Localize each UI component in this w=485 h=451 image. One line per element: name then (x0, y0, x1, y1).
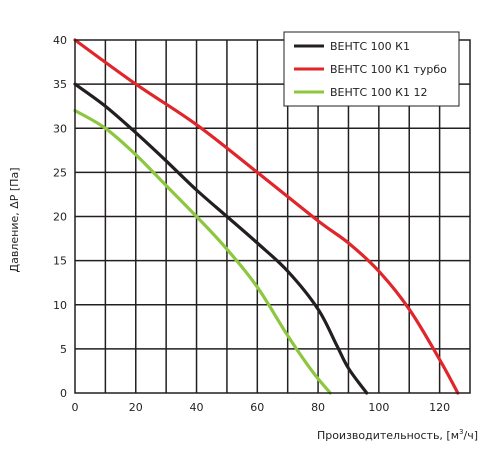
x-axis-title: Производительность, [м3/ч] (317, 428, 478, 442)
x-axis-title-tail: /ч] (464, 429, 479, 442)
x-tick-label: 120 (429, 401, 450, 414)
y-tick-label: 5 (60, 343, 67, 356)
legend-label-2: ВЕНТС 100 К1 12 (330, 86, 427, 99)
x-tick-label: 40 (190, 401, 204, 414)
tick-labels: 0 20 40 60 80 100 120 0 5 10 15 20 25 30 35 40 (53, 34, 450, 414)
x-axis-title-sup: 3 (459, 428, 463, 436)
y-tick-label: 40 (53, 34, 67, 47)
y-axis-title: Давление, ΔP [Па] (8, 168, 21, 273)
plot-frame (74, 39, 471, 394)
x-axis-title-main: Производительность, [м (317, 429, 459, 442)
y-tick-label: 35 (53, 78, 67, 91)
series-layer (73, 38, 460, 395)
x-tick-label: 0 (72, 401, 79, 414)
y-tick-label: 20 (53, 211, 67, 224)
series-line-2 (73, 109, 332, 395)
y-tick-label: 0 (60, 387, 67, 400)
legend-label-1: ВЕНТС 100 К1 турбо (330, 63, 447, 76)
series-line-0 (73, 82, 369, 395)
legend: ВЕНТС 100 К1 ВЕНТС 100 К1 турбо ВЕНТС 10… (283, 31, 460, 107)
x-tick-label: 100 (368, 401, 389, 414)
y-tick-label: 30 (53, 122, 67, 135)
x-tick-label: 20 (129, 401, 143, 414)
y-tick-label: 25 (53, 166, 67, 179)
series-line-1 (73, 38, 460, 395)
legend-label-0: ВЕНТС 100 К1 (330, 40, 410, 53)
y-tick-label: 10 (53, 299, 67, 312)
x-tick-label: 60 (250, 401, 264, 414)
x-tick-label: 80 (311, 401, 325, 414)
y-tick-label: 15 (53, 255, 67, 268)
